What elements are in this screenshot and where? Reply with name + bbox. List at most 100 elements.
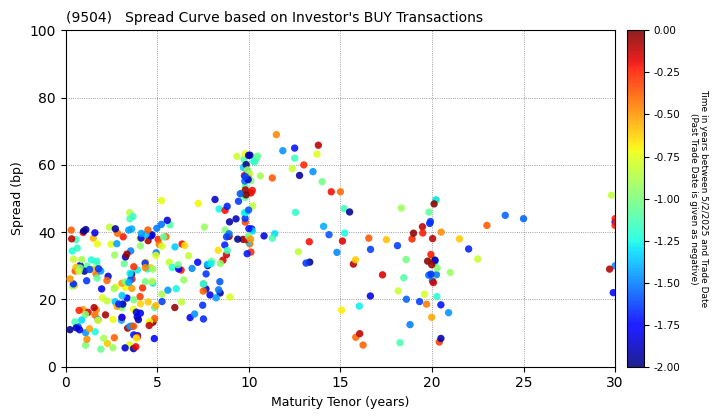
Point [156, 221, 167, 228]
Point [140, 260, 151, 267]
Point [86, 266, 98, 273]
Point [240, 184, 251, 190]
Point [162, 287, 174, 294]
Point [93, 265, 104, 272]
Point [100, 312, 112, 318]
Point [350, 334, 361, 341]
Point [116, 314, 127, 321]
Point [398, 274, 410, 281]
Point [148, 335, 160, 342]
Point [420, 301, 432, 307]
Point [337, 238, 348, 244]
Point [153, 241, 165, 248]
Point [431, 265, 443, 271]
Point [430, 197, 441, 203]
Point [433, 339, 445, 345]
Point [240, 186, 251, 193]
Point [77, 229, 89, 236]
Point [325, 189, 337, 195]
Point [429, 257, 441, 263]
Point [74, 326, 86, 333]
Point [128, 297, 140, 303]
Point [71, 245, 83, 252]
Point [192, 200, 204, 207]
Point [428, 279, 439, 286]
Point [140, 259, 151, 266]
Point [243, 152, 254, 159]
Point [64, 326, 76, 333]
Point [77, 306, 89, 313]
Point [381, 236, 392, 243]
Point [132, 332, 143, 339]
Point [197, 281, 209, 287]
Point [243, 175, 254, 181]
Point [128, 323, 140, 330]
Point [300, 260, 312, 266]
Point [125, 247, 137, 254]
Point [294, 172, 305, 179]
Point [357, 342, 369, 349]
Point [107, 316, 119, 323]
Point [149, 315, 161, 322]
Point [84, 266, 95, 273]
Point [124, 215, 135, 222]
Point [73, 307, 85, 314]
Point [156, 243, 168, 249]
Point [236, 191, 248, 198]
Point [127, 345, 139, 352]
Point [102, 273, 114, 280]
Point [240, 219, 251, 226]
Point [354, 303, 365, 310]
Point [377, 271, 388, 278]
Point [166, 264, 178, 271]
Point [604, 266, 616, 273]
Point [400, 296, 412, 302]
Point [109, 284, 121, 291]
Point [241, 250, 253, 257]
Point [200, 270, 212, 277]
Point [192, 259, 204, 265]
Point [243, 239, 254, 245]
Point [126, 276, 138, 283]
Point [74, 262, 86, 269]
Point [422, 258, 433, 265]
Point [147, 266, 158, 273]
Point [243, 175, 254, 181]
Point [158, 234, 169, 240]
Point [78, 268, 90, 275]
Point [431, 271, 442, 278]
Point [238, 236, 249, 243]
Point [395, 205, 407, 211]
Point [206, 258, 217, 265]
X-axis label: Maturity Tenor (years): Maturity Tenor (years) [271, 396, 410, 409]
Point [119, 260, 130, 267]
Point [124, 209, 135, 216]
Point [135, 235, 147, 242]
Point [518, 215, 529, 222]
Point [179, 242, 191, 249]
Point [123, 227, 135, 234]
Point [130, 309, 142, 315]
Point [243, 170, 255, 177]
Point [304, 239, 315, 245]
Point [142, 265, 153, 272]
Point [113, 301, 125, 307]
Point [117, 301, 129, 307]
Point [277, 147, 289, 154]
Point [150, 249, 162, 256]
Point [66, 236, 78, 242]
Point [69, 318, 81, 325]
Point [143, 322, 155, 329]
Point [80, 226, 91, 233]
Point [444, 269, 456, 276]
Point [109, 226, 121, 232]
Point [224, 218, 235, 225]
Point [243, 176, 254, 183]
Point [292, 248, 304, 255]
Point [426, 314, 437, 320]
Point [69, 282, 81, 289]
Point [186, 265, 198, 272]
Point [364, 293, 376, 299]
Point [202, 262, 213, 269]
Point [427, 277, 438, 284]
